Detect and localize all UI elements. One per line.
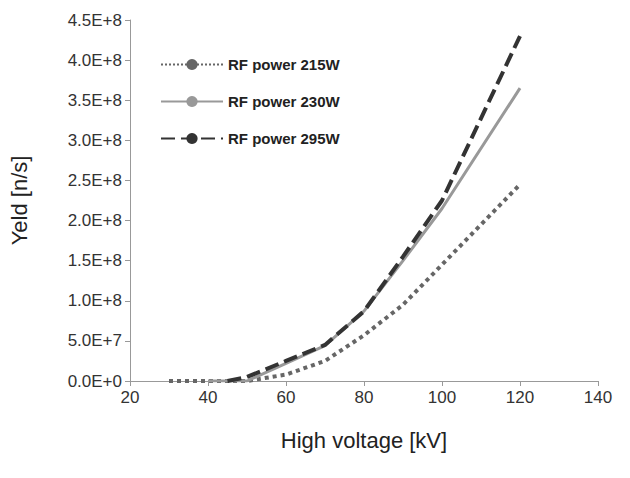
- svg-text:3.0E+8: 3.0E+8: [68, 131, 122, 150]
- svg-text:5.0E+7: 5.0E+7: [68, 331, 122, 350]
- svg-text:0.0E+0: 0.0E+0: [68, 372, 122, 391]
- svg-text:Yeld [n/s]: Yeld [n/s]: [7, 156, 32, 246]
- svg-text:RF power 230W: RF power 230W: [228, 93, 341, 110]
- svg-text:40: 40: [199, 388, 218, 407]
- svg-text:4.5E+8: 4.5E+8: [68, 11, 122, 30]
- svg-text:4.0E+8: 4.0E+8: [68, 51, 122, 70]
- svg-text:2.0E+8: 2.0E+8: [68, 211, 122, 230]
- svg-text:2.5E+8: 2.5E+8: [68, 171, 122, 190]
- svg-text:3.5E+8: 3.5E+8: [68, 91, 122, 110]
- svg-text:RF power 215W: RF power 215W: [228, 56, 341, 73]
- svg-text:120: 120: [506, 388, 534, 407]
- svg-text:High voltage [kV]: High voltage [kV]: [281, 428, 447, 453]
- svg-text:20: 20: [121, 388, 140, 407]
- svg-text:60: 60: [277, 388, 296, 407]
- svg-text:RF power 295W: RF power 295W: [228, 130, 341, 147]
- svg-text:1.0E+8: 1.0E+8: [68, 291, 122, 310]
- svg-text:80: 80: [355, 388, 374, 407]
- svg-text:1.5E+8: 1.5E+8: [68, 251, 122, 270]
- svg-text:140: 140: [584, 388, 612, 407]
- svg-text:100: 100: [428, 388, 456, 407]
